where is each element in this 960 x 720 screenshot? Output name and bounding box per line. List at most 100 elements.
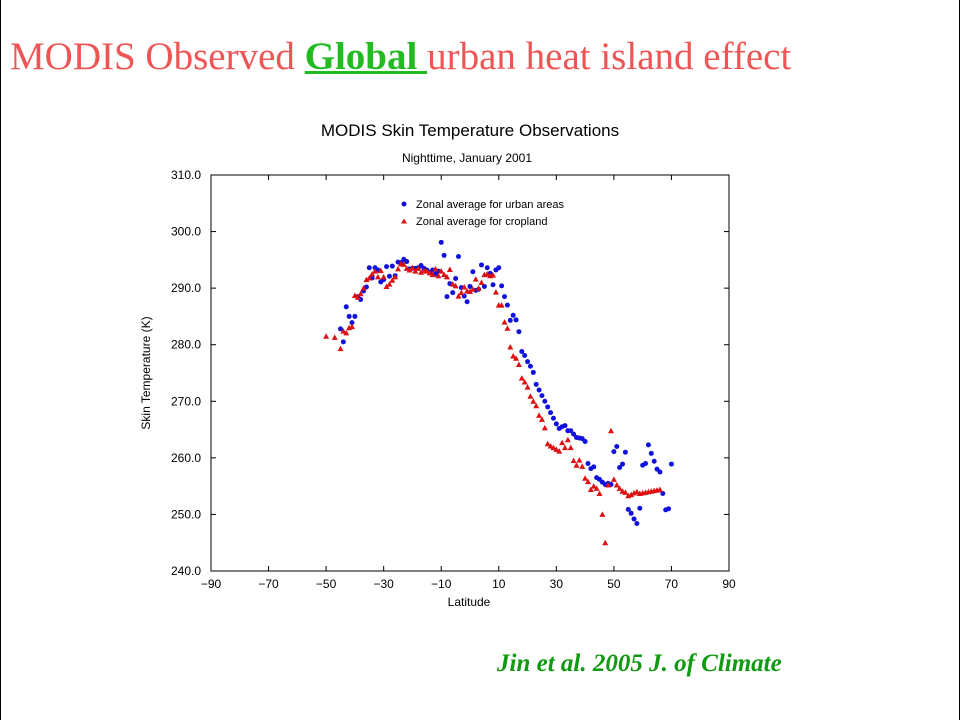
urban-point <box>441 252 447 258</box>
cropland-point <box>386 281 393 287</box>
cropland-point <box>610 476 617 482</box>
cropland-point <box>656 486 663 493</box>
cropland-point <box>374 273 381 280</box>
cropland-point <box>484 271 491 277</box>
cropland-point <box>458 289 465 296</box>
cropland-point <box>518 375 525 381</box>
urban-point <box>657 469 663 475</box>
urban-point <box>352 313 358 319</box>
cropland-point <box>573 462 580 468</box>
urban-point <box>510 312 516 318</box>
x-tick-label: −30 <box>373 577 394 591</box>
urban-point <box>614 444 620 450</box>
cropland-point <box>337 345 344 352</box>
cropland-point <box>553 446 560 452</box>
cropland-point <box>605 482 612 488</box>
cropland-point <box>435 272 442 279</box>
urban-point <box>502 294 508 300</box>
urban-point <box>504 302 510 308</box>
cropland-point <box>323 333 330 339</box>
cropland-point <box>415 265 422 271</box>
x-tick-label: −50 <box>316 577 337 591</box>
cropland-point <box>400 261 407 267</box>
urban-point <box>562 423 568 429</box>
urban-point <box>340 339 346 345</box>
urban-point <box>617 464 623 470</box>
cropland-point <box>547 442 554 449</box>
cropland-point <box>524 384 531 390</box>
cropland-point <box>406 267 413 273</box>
cropland-point <box>343 329 350 336</box>
cropland-point <box>544 440 551 447</box>
urban-point <box>545 404 551 410</box>
legend-cropland-marker <box>401 218 407 224</box>
y-tick-label: 310.0 <box>171 168 201 182</box>
cropland-point <box>507 343 514 350</box>
cropland-point <box>492 289 499 295</box>
cropland-point <box>331 334 338 340</box>
cropland-point <box>426 269 433 276</box>
legend-urban-label: Zonal average for urban areas <box>416 199 564 211</box>
urban-point <box>553 421 559 427</box>
urban-point <box>527 363 533 369</box>
urban-point <box>479 262 485 268</box>
x-tick-label: 90 <box>722 577 736 591</box>
cropland-point <box>582 475 589 481</box>
y-tick-label: 250.0 <box>171 507 201 521</box>
x-tick-label: 50 <box>607 577 621 591</box>
cropland-point <box>366 274 373 281</box>
legend-cropland-label: Zonal average for cropland <box>416 216 547 228</box>
urban-point <box>338 326 343 332</box>
urban-point <box>349 320 355 326</box>
cropland-point <box>349 323 356 330</box>
y-tick-label: 290.0 <box>171 281 201 295</box>
cropland-point <box>363 276 370 283</box>
slide-frame-left <box>0 0 1 720</box>
x-axis-label: Latitude <box>448 595 491 609</box>
title-post: urban heat island effect <box>427 35 792 78</box>
urban-point <box>490 282 496 288</box>
cropland-point <box>533 402 540 409</box>
urban-point <box>525 359 531 365</box>
urban-point <box>550 415 556 421</box>
cropland-point <box>461 284 468 290</box>
cropland-point <box>389 277 396 283</box>
y-tick-label: 270.0 <box>171 394 201 408</box>
cropland-point <box>556 448 563 454</box>
urban-point <box>522 352 528 358</box>
cropland-point <box>443 273 450 280</box>
title-pre: MODIS Observed <box>10 35 305 78</box>
cropland-point <box>602 539 609 546</box>
y-tick-label: 300.0 <box>171 225 201 239</box>
urban-point <box>450 290 456 296</box>
cropland-point <box>452 282 459 289</box>
urban-point <box>481 283 487 289</box>
cropland-point <box>446 266 453 272</box>
cropland-point <box>510 353 517 359</box>
legend-urban-marker <box>401 201 407 207</box>
cropland-point <box>633 488 640 495</box>
cropland-point <box>490 272 497 278</box>
cropland-point <box>599 511 606 517</box>
urban-point <box>548 410 554 416</box>
cropland-point <box>403 265 410 271</box>
urban-point <box>625 506 631 512</box>
cropland-point <box>467 288 473 295</box>
urban-point <box>645 442 651 448</box>
urban-point <box>637 505 643 511</box>
urban-point <box>648 450 654 456</box>
cropland-point <box>570 457 577 464</box>
cropland-point <box>567 444 574 451</box>
cropland-point <box>501 319 508 325</box>
cropland-point <box>576 457 583 463</box>
urban-point <box>628 510 634 516</box>
urban-point <box>516 329 522 335</box>
cropland-point <box>561 444 568 451</box>
x-tick-label: 10 <box>492 577 506 591</box>
cropland-point <box>377 267 384 274</box>
cropland-point <box>418 269 425 275</box>
urban-point <box>507 317 513 323</box>
cropland-point <box>498 302 505 308</box>
cropland-point <box>616 485 623 491</box>
cropland-point <box>538 416 545 422</box>
